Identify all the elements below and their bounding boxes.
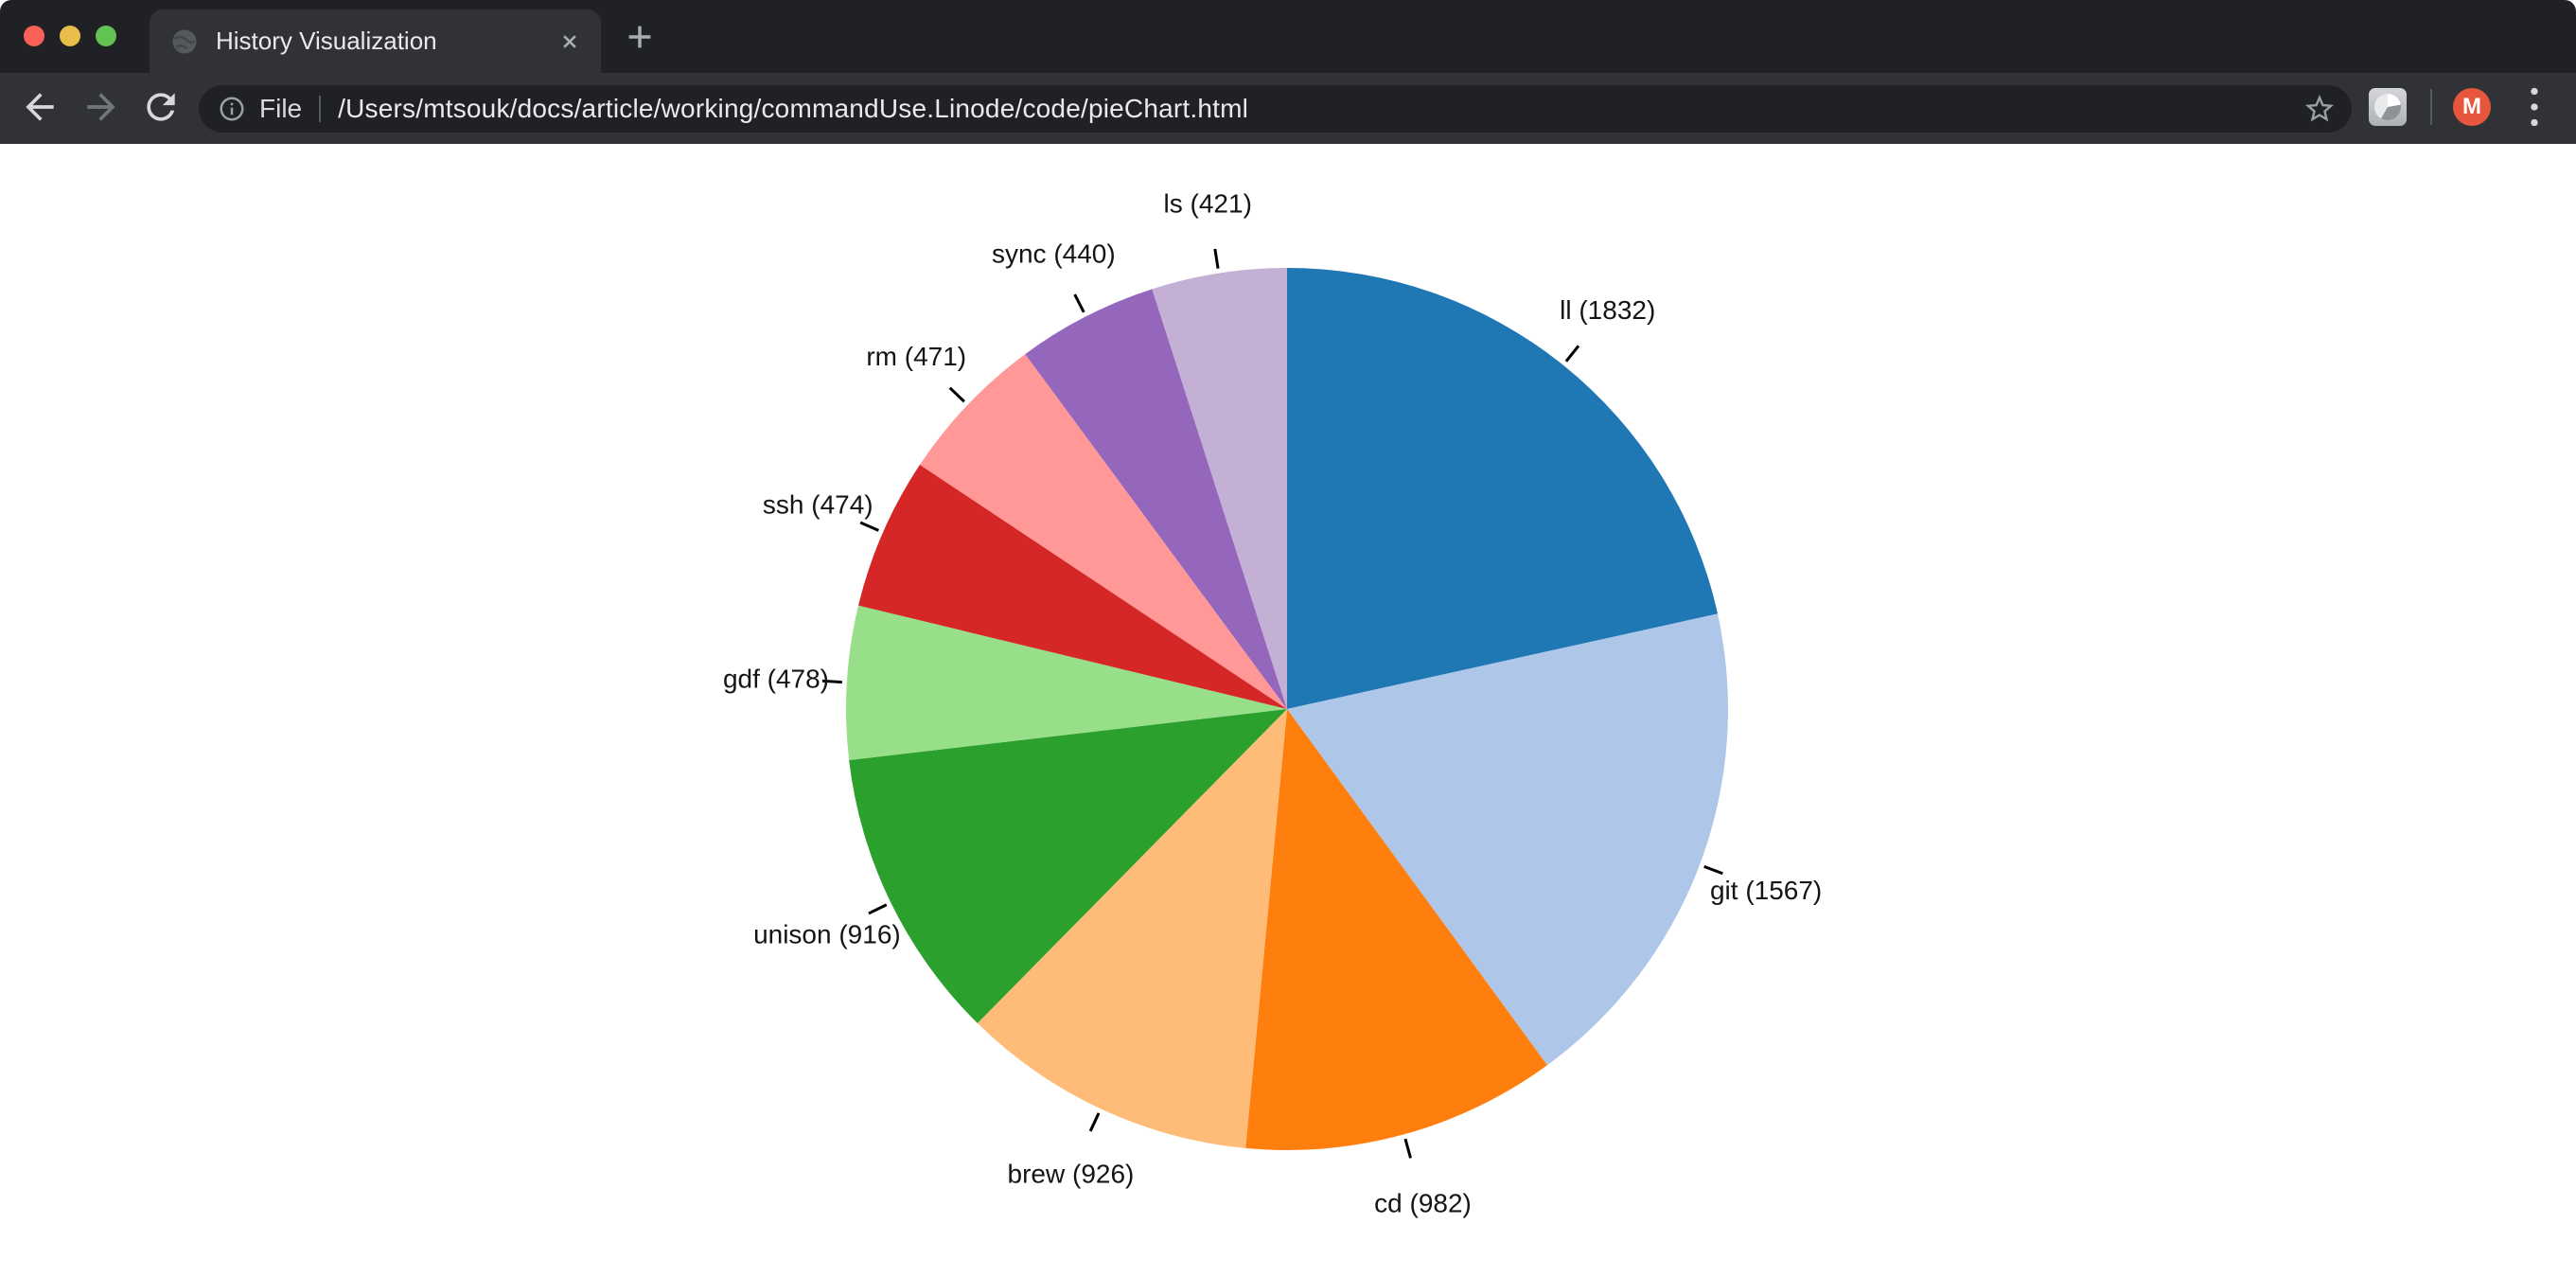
slice-tick-sync — [1073, 293, 1085, 313]
slice-label-ll: ll (1832) — [1560, 295, 1655, 325]
pie-slice-cd — [1245, 709, 1547, 1150]
close-tab-button[interactable] — [556, 28, 583, 55]
pie-slice-rm — [920, 354, 1287, 709]
reload-button[interactable] — [140, 86, 182, 128]
slice-label-ssh: ssh (474) — [763, 489, 873, 519]
pie-slice-gdf — [846, 605, 1287, 761]
browser-menu-button[interactable] — [2521, 86, 2548, 128]
slice-tick-rm — [948, 386, 965, 403]
slice-label-sync: sync (440) — [992, 239, 1116, 269]
extension-button[interactable] — [2369, 88, 2407, 126]
pie-slice-git — [1287, 613, 1729, 1066]
minimize-window-button[interactable] — [60, 26, 80, 46]
swirl-extension-icon — [2374, 94, 2401, 120]
slice-label-rm: rm (471) — [866, 342, 966, 371]
new-tab-button[interactable] — [620, 17, 660, 57]
pie-slice-brew — [977, 709, 1287, 1148]
back-button[interactable] — [19, 86, 61, 128]
globe-icon — [172, 29, 197, 53]
tab-title: History Visualization — [216, 27, 437, 55]
slice-label-git: git (1567) — [1710, 876, 1822, 905]
slice-tick-ls — [1213, 248, 1220, 269]
slice-label-gdf: gdf (478) — [723, 664, 829, 693]
scheme-divider — [319, 96, 322, 122]
tab-strip: History Visualization — [0, 0, 2576, 73]
slice-label-cd: cd (982) — [1374, 1189, 1472, 1218]
pie-slice-ls — [1152, 268, 1287, 709]
forward-button[interactable] — [80, 86, 122, 128]
slice-label-brew: brew (926) — [1008, 1159, 1135, 1188]
slice-tick-git — [1703, 864, 1723, 876]
toolbar-divider — [2430, 89, 2432, 125]
pie-slice-ll — [1287, 268, 1719, 709]
slice-tick-unison — [868, 903, 888, 915]
content-area: ll (1832) git (1567) cd (982) brew (926) uni… — [0, 144, 2576, 1277]
bookmark-star-button[interactable] — [2303, 92, 2337, 126]
pie-slice-sync — [1025, 289, 1287, 709]
url-scheme-label: File — [259, 94, 303, 123]
close-window-button[interactable] — [24, 26, 44, 46]
slice-tick-brew — [1088, 1112, 1101, 1132]
slice-tick-gdf — [821, 679, 842, 684]
zoom-window-button[interactable] — [96, 26, 116, 46]
slice-label-ls: ls (421) — [1164, 189, 1252, 219]
pie-slice-ssh — [858, 464, 1287, 709]
avatar-letter: M — [2462, 94, 2481, 119]
slice-tick-ll — [1564, 345, 1580, 363]
traffic-lights — [24, 26, 116, 46]
pie-slice-unison — [849, 709, 1287, 1023]
slice-tick-ssh — [859, 521, 880, 532]
browser-tab-active[interactable]: History Visualization — [150, 9, 601, 73]
profile-avatar[interactable]: M — [2453, 88, 2491, 126]
url-text: /Users/mtsouk/docs/article/working/comma… — [338, 94, 1249, 123]
address-bar[interactable]: File /Users/mtsouk/docs/article/working/… — [199, 85, 2352, 133]
page-info-icon[interactable] — [218, 95, 246, 123]
slice-label-unison: unison (916) — [753, 919, 901, 949]
slice-tick-cd — [1403, 1138, 1412, 1159]
pie-chart-svg: ll (1832) git (1567) cd (982) brew (926) uni… — [723, 189, 1822, 1218]
